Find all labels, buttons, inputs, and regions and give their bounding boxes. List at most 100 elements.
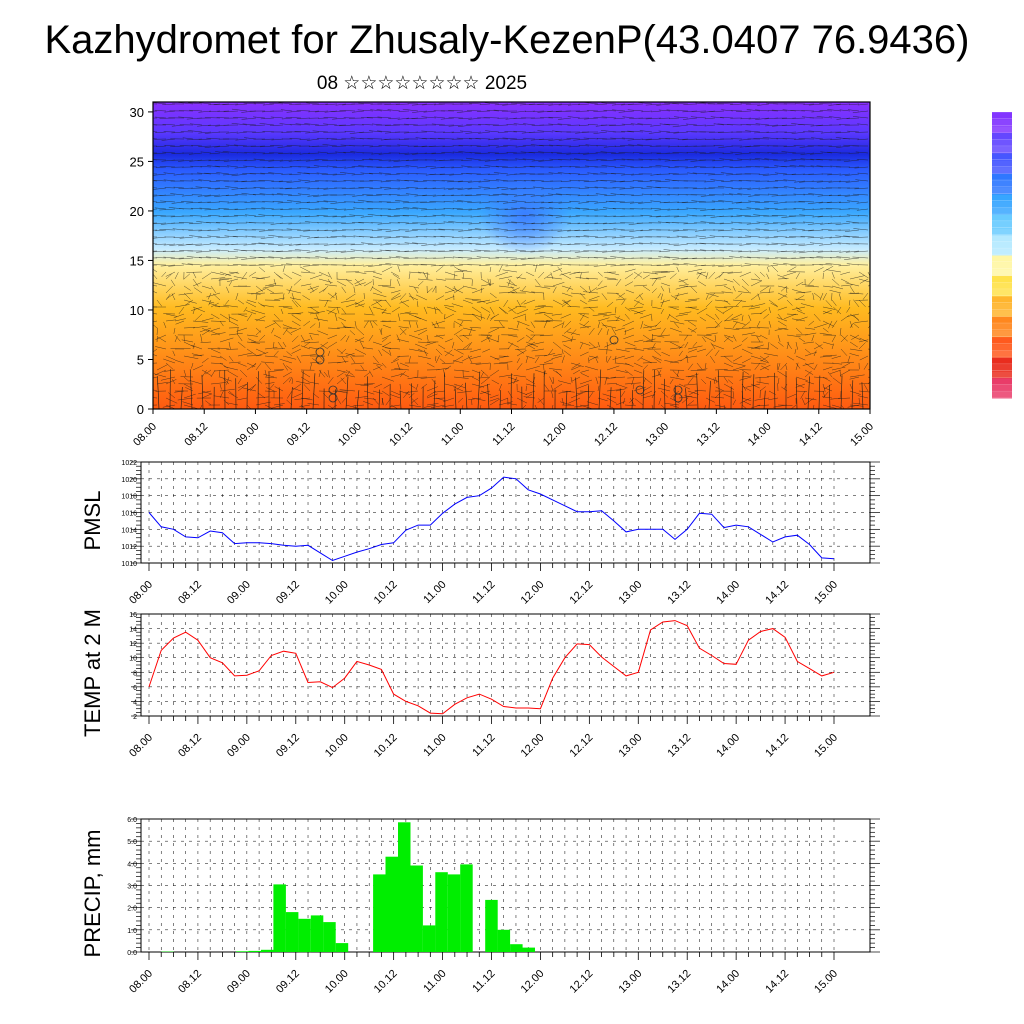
wind-barb xyxy=(610,256,626,259)
wind-barb xyxy=(537,103,554,105)
wind-barb xyxy=(694,264,707,267)
wind-barb xyxy=(323,200,338,203)
wind-barb xyxy=(785,287,788,294)
wind-barb xyxy=(495,165,509,168)
wind-barb xyxy=(649,215,662,218)
wind-barb xyxy=(381,348,391,355)
wind-barb xyxy=(178,116,194,119)
wind-barb xyxy=(623,334,635,340)
wind-barb xyxy=(315,250,329,252)
wind-barb xyxy=(831,366,846,371)
wind-barb xyxy=(538,271,545,279)
wind-barb xyxy=(642,338,656,343)
wind-barb xyxy=(475,138,491,140)
wind-barb xyxy=(627,138,644,141)
wind-barb xyxy=(730,103,743,106)
wind-barb xyxy=(840,361,855,364)
wind-barb xyxy=(291,387,302,392)
wind-barb xyxy=(709,235,725,238)
calm-wind-marker xyxy=(315,355,325,365)
wind-barb xyxy=(404,312,419,315)
wind-barb xyxy=(188,102,203,105)
wind-barb xyxy=(557,172,572,175)
wind-barb xyxy=(318,271,330,278)
wind-barb xyxy=(237,397,248,401)
wind-barb xyxy=(399,362,409,367)
wind-barb xyxy=(658,397,662,405)
wind-barb xyxy=(156,381,169,385)
wind-barb xyxy=(745,383,761,388)
wind-barb xyxy=(731,201,743,204)
wind-barb xyxy=(335,292,338,301)
wind-barb xyxy=(255,352,269,357)
wind-barb xyxy=(729,256,743,259)
wind-barb xyxy=(369,187,383,190)
wind-barb xyxy=(844,173,860,176)
wind-barb xyxy=(214,165,230,168)
wind-barb xyxy=(681,201,698,204)
wind-barb xyxy=(362,158,374,161)
wind-barb xyxy=(807,222,824,225)
wind-barb xyxy=(556,152,572,154)
wind-barb xyxy=(163,250,176,252)
wind-barb xyxy=(236,159,248,162)
wind-barb xyxy=(765,236,779,239)
wind-barb xyxy=(731,313,743,320)
wind-barb xyxy=(246,355,262,357)
wind-barb xyxy=(620,390,626,397)
wind-barb xyxy=(377,116,392,119)
wind-barb xyxy=(192,365,204,371)
wind-barb xyxy=(159,208,176,211)
wind-barb xyxy=(171,131,185,134)
wind-barb xyxy=(358,131,374,133)
wind-barb xyxy=(153,285,158,287)
wind-barb xyxy=(219,383,222,390)
wind-barb xyxy=(468,117,482,120)
wind-barb xyxy=(789,165,806,168)
wind-barb xyxy=(822,320,835,327)
wind-barb xyxy=(390,271,400,277)
wind-barb xyxy=(268,256,284,259)
wind-barb xyxy=(700,221,716,224)
wind-barb xyxy=(852,116,869,119)
wind-barb xyxy=(839,180,851,183)
wind-barb xyxy=(867,381,870,385)
wind-barb xyxy=(216,172,230,175)
wind-barb xyxy=(368,334,374,342)
wind-barb xyxy=(561,300,571,308)
wind-barb xyxy=(571,362,581,369)
wind-barb xyxy=(469,137,482,140)
wind-barb xyxy=(380,327,383,334)
wind-barb xyxy=(165,355,176,361)
wind-barb xyxy=(723,355,733,363)
wind-barb xyxy=(833,306,842,315)
wind-barb xyxy=(338,317,347,322)
wind-barb xyxy=(735,292,743,299)
wind-barb xyxy=(664,403,680,406)
wind-barb xyxy=(431,152,446,155)
wind-barb xyxy=(582,208,599,211)
wind-barb xyxy=(830,138,842,140)
wind-barb xyxy=(452,151,464,154)
wind-barb xyxy=(568,145,581,148)
wind-barb xyxy=(857,395,869,399)
wind-barb xyxy=(384,299,392,308)
wind-barb xyxy=(507,380,520,385)
wind-barb xyxy=(251,208,266,210)
wind-barb xyxy=(560,243,572,246)
wind-barb xyxy=(758,173,770,175)
wind-barb xyxy=(153,376,158,379)
wind-barb xyxy=(777,274,788,280)
wind-barb xyxy=(515,145,527,148)
wind-barb xyxy=(813,344,823,350)
wind-barb xyxy=(743,401,752,406)
wind-barb xyxy=(597,385,600,392)
wind-barb xyxy=(753,138,770,140)
wind-barb xyxy=(845,282,860,287)
colorbar-swatch xyxy=(992,241,1012,249)
wind-barb xyxy=(651,110,662,113)
wind-barb xyxy=(154,110,167,112)
wind-barb xyxy=(352,222,365,224)
wind-barb xyxy=(408,348,423,352)
wind-barb xyxy=(480,306,491,313)
